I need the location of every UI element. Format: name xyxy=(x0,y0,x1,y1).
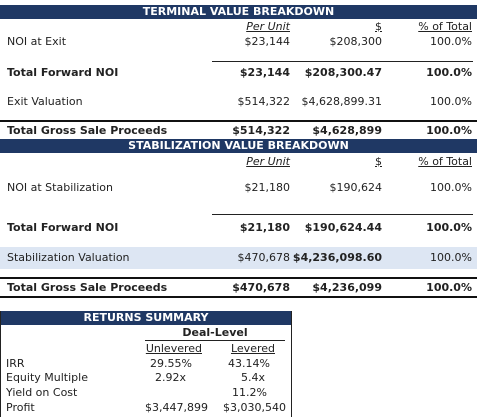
stab-valuation-total: $4,236,098.60 xyxy=(292,251,382,264)
terminal-total-forward-noi-total: $208,300.47 xyxy=(304,66,382,79)
stab-gross-sale-total: $4,236,099 xyxy=(312,281,382,294)
terminal-total-forward-noi-label: Total Forward NOI xyxy=(7,66,119,79)
stab-gross-sale-pct: 100.0% xyxy=(426,281,472,294)
terminal-col-pct: % of Total xyxy=(418,20,472,33)
stabilization-divider xyxy=(212,214,473,215)
noi-exit-pct: 100.0% xyxy=(430,35,472,48)
stab-total-forward-noi-total: $190,624.44 xyxy=(304,221,382,234)
yield-on-cost-label: Yield on Cost xyxy=(6,386,78,399)
terminal-gross-sale-pct: 100.0% xyxy=(426,124,472,137)
deal-level-underline xyxy=(145,340,285,341)
stabilization-valuation-highlight xyxy=(0,247,477,269)
exit-valuation-per-unit: $514,322 xyxy=(237,95,291,108)
noi-stab-total: $190,624 xyxy=(329,181,383,194)
terminal-col-dollar: $ xyxy=(375,20,382,33)
irr-levered: 43.14% xyxy=(228,357,270,370)
returns-summary-header: RETURNS SUMMARY xyxy=(1,311,291,325)
noi-exit-label: NOI at Exit xyxy=(7,35,67,48)
irr-unlevered: 29.55% xyxy=(150,357,192,370)
profit-label: Profit xyxy=(6,401,35,414)
equity-multiple-unlevered: 2.92x xyxy=(154,371,186,384)
terminal-gross-sale-per-unit: $514,322 xyxy=(232,124,290,137)
noi-exit-per-unit: $23,144 xyxy=(244,35,291,48)
returns-box-left-border xyxy=(0,311,1,417)
noi-exit-total: $208,300 xyxy=(329,35,383,48)
terminal-total-forward-noi-per-unit: $23,144 xyxy=(239,66,290,79)
profit-unlevered: $3,447,899 xyxy=(145,401,208,414)
stabilization-gross-divider-top xyxy=(0,277,477,279)
exit-valuation-label: Exit Valuation xyxy=(7,95,83,108)
terminal-divider xyxy=(212,61,473,62)
stab-total-forward-noi-pct: 100.0% xyxy=(426,221,472,234)
stab-valuation-label: Stabilization Valuation xyxy=(7,251,130,264)
returns-box-right-border xyxy=(291,311,292,417)
noi-stab-pct: 100.0% xyxy=(430,181,472,194)
terminal-section-header: TERMINAL VALUE BREAKDOWN xyxy=(0,5,477,19)
stab-gross-sale-per-unit: $470,678 xyxy=(232,281,290,294)
stabilization-gross-divider-bottom xyxy=(0,296,477,298)
returns-col-levered: Levered xyxy=(230,342,275,355)
equity-multiple-label: Equity Multiple xyxy=(6,371,88,384)
noi-stab-label: NOI at Stabilization xyxy=(7,181,113,194)
stab-valuation-pct: 100.0% xyxy=(430,251,472,264)
stabilization-col-pct: % of Total xyxy=(418,155,472,168)
noi-stab-per-unit: $21,180 xyxy=(244,181,291,194)
terminal-col-per-unit: Per Unit xyxy=(246,20,290,33)
terminal-gross-sale-label: Total Gross Sale Proceeds xyxy=(7,124,168,137)
returns-col-unlevered: Unlevered xyxy=(145,342,202,355)
equity-multiple-levered: 5.4x xyxy=(240,371,265,384)
yield-on-cost-levered: 11.2% xyxy=(232,386,267,399)
stabilization-col-per-unit: Per Unit xyxy=(246,155,290,168)
exit-valuation-pct: 100.0% xyxy=(430,95,472,108)
stab-gross-sale-label: Total Gross Sale Proceeds xyxy=(7,281,168,294)
stab-total-forward-noi-label: Total Forward NOI xyxy=(7,221,119,234)
terminal-total-forward-noi-pct: 100.0% xyxy=(426,66,472,79)
stabilization-section-header: STABILIZATION VALUE BREAKDOWN xyxy=(0,139,477,153)
returns-deal-level-title: Deal-Level xyxy=(182,326,248,339)
irr-label: IRR xyxy=(6,357,25,370)
stab-total-forward-noi-per-unit: $21,180 xyxy=(239,221,290,234)
terminal-gross-sale-total: $4,628,899 xyxy=(312,124,382,137)
exit-valuation-total: $4,628,899.31 xyxy=(301,95,382,108)
profit-levered: $3,030,540 xyxy=(223,401,286,414)
stab-valuation-per-unit: $470,678 xyxy=(237,251,291,264)
stabilization-col-dollar: $ xyxy=(375,155,382,168)
terminal-gross-divider xyxy=(0,120,477,122)
